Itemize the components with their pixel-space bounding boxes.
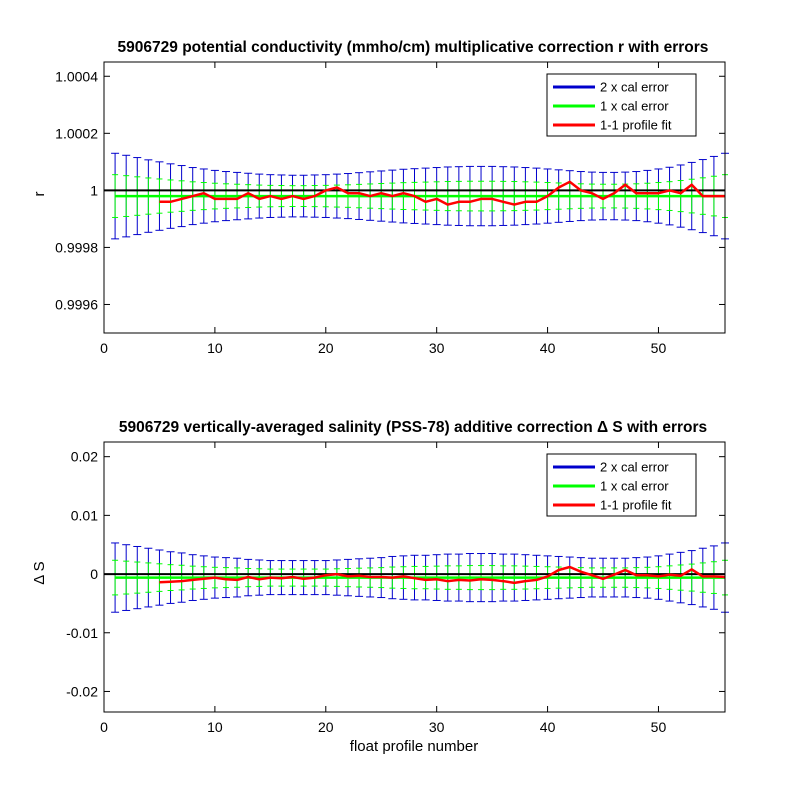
legend-label-profile-fit: 1-1 profile fit [600,118,672,133]
x-tick-label: 10 [207,340,223,356]
y-tick-label: 0 [90,566,98,582]
x-tick-label: 40 [540,719,556,735]
x-tick-label: 0 [100,340,108,356]
x-tick-label: 50 [651,719,667,735]
axes-frame [103,441,726,713]
y-tick-label: 1.0004 [55,68,98,84]
panel-title: 5906729 vertically-averaged salinity (PS… [119,419,707,436]
y-tick-label: 1 [90,182,98,198]
legend-label-one-cal-error: 1 x cal error [600,479,669,494]
salinity-correction-panel: 5906729 vertically-averaged salinity (PS… [31,419,729,755]
x-tick-label: 20 [318,719,334,735]
y-tick-label: 0.9998 [55,239,98,255]
x-axis-label: float profile number [350,738,478,755]
x-tick-label: 50 [651,340,667,356]
x-tick-label: 20 [318,340,334,356]
series-line-profile-fit [159,180,725,206]
x-tick-label: 0 [100,719,108,735]
legend: 2 x cal error 1 x cal error 1-1 profile … [546,453,697,517]
y-tick-label: 0.02 [71,449,98,465]
legend: 2 x cal error 1 x cal error 1-1 profile … [546,73,697,137]
x-tick-label: 30 [429,719,445,735]
axes-frame [103,61,726,334]
y-axis-label: r [31,192,48,197]
y-tick-label: -0.02 [66,683,98,699]
series-line-profile-fit [159,565,726,585]
legend-label-two-cal-error: 2 x cal error [600,460,669,475]
y-tick-label: 0.9996 [55,296,98,312]
y-tick-label: 1.0002 [55,125,98,141]
x-tick-label: 40 [540,340,556,356]
legend-label-two-cal-error: 2 x cal error [600,80,669,95]
panel-title: 5906729 potential conductivity (mmho/cm)… [118,39,709,56]
y-tick-label: -0.01 [66,625,98,641]
legend-label-one-cal-error: 1 x cal error [600,99,669,114]
conductivity-correction-panel: 5906729 potential conductivity (mmho/cm)… [31,39,729,356]
y-axis-label: Δ S [31,561,48,584]
x-tick-label: 10 [207,719,223,735]
x-tick-label: 30 [429,340,445,356]
legend-label-profile-fit: 1-1 profile fit [600,498,672,513]
y-tick-label: 0.01 [71,507,98,523]
